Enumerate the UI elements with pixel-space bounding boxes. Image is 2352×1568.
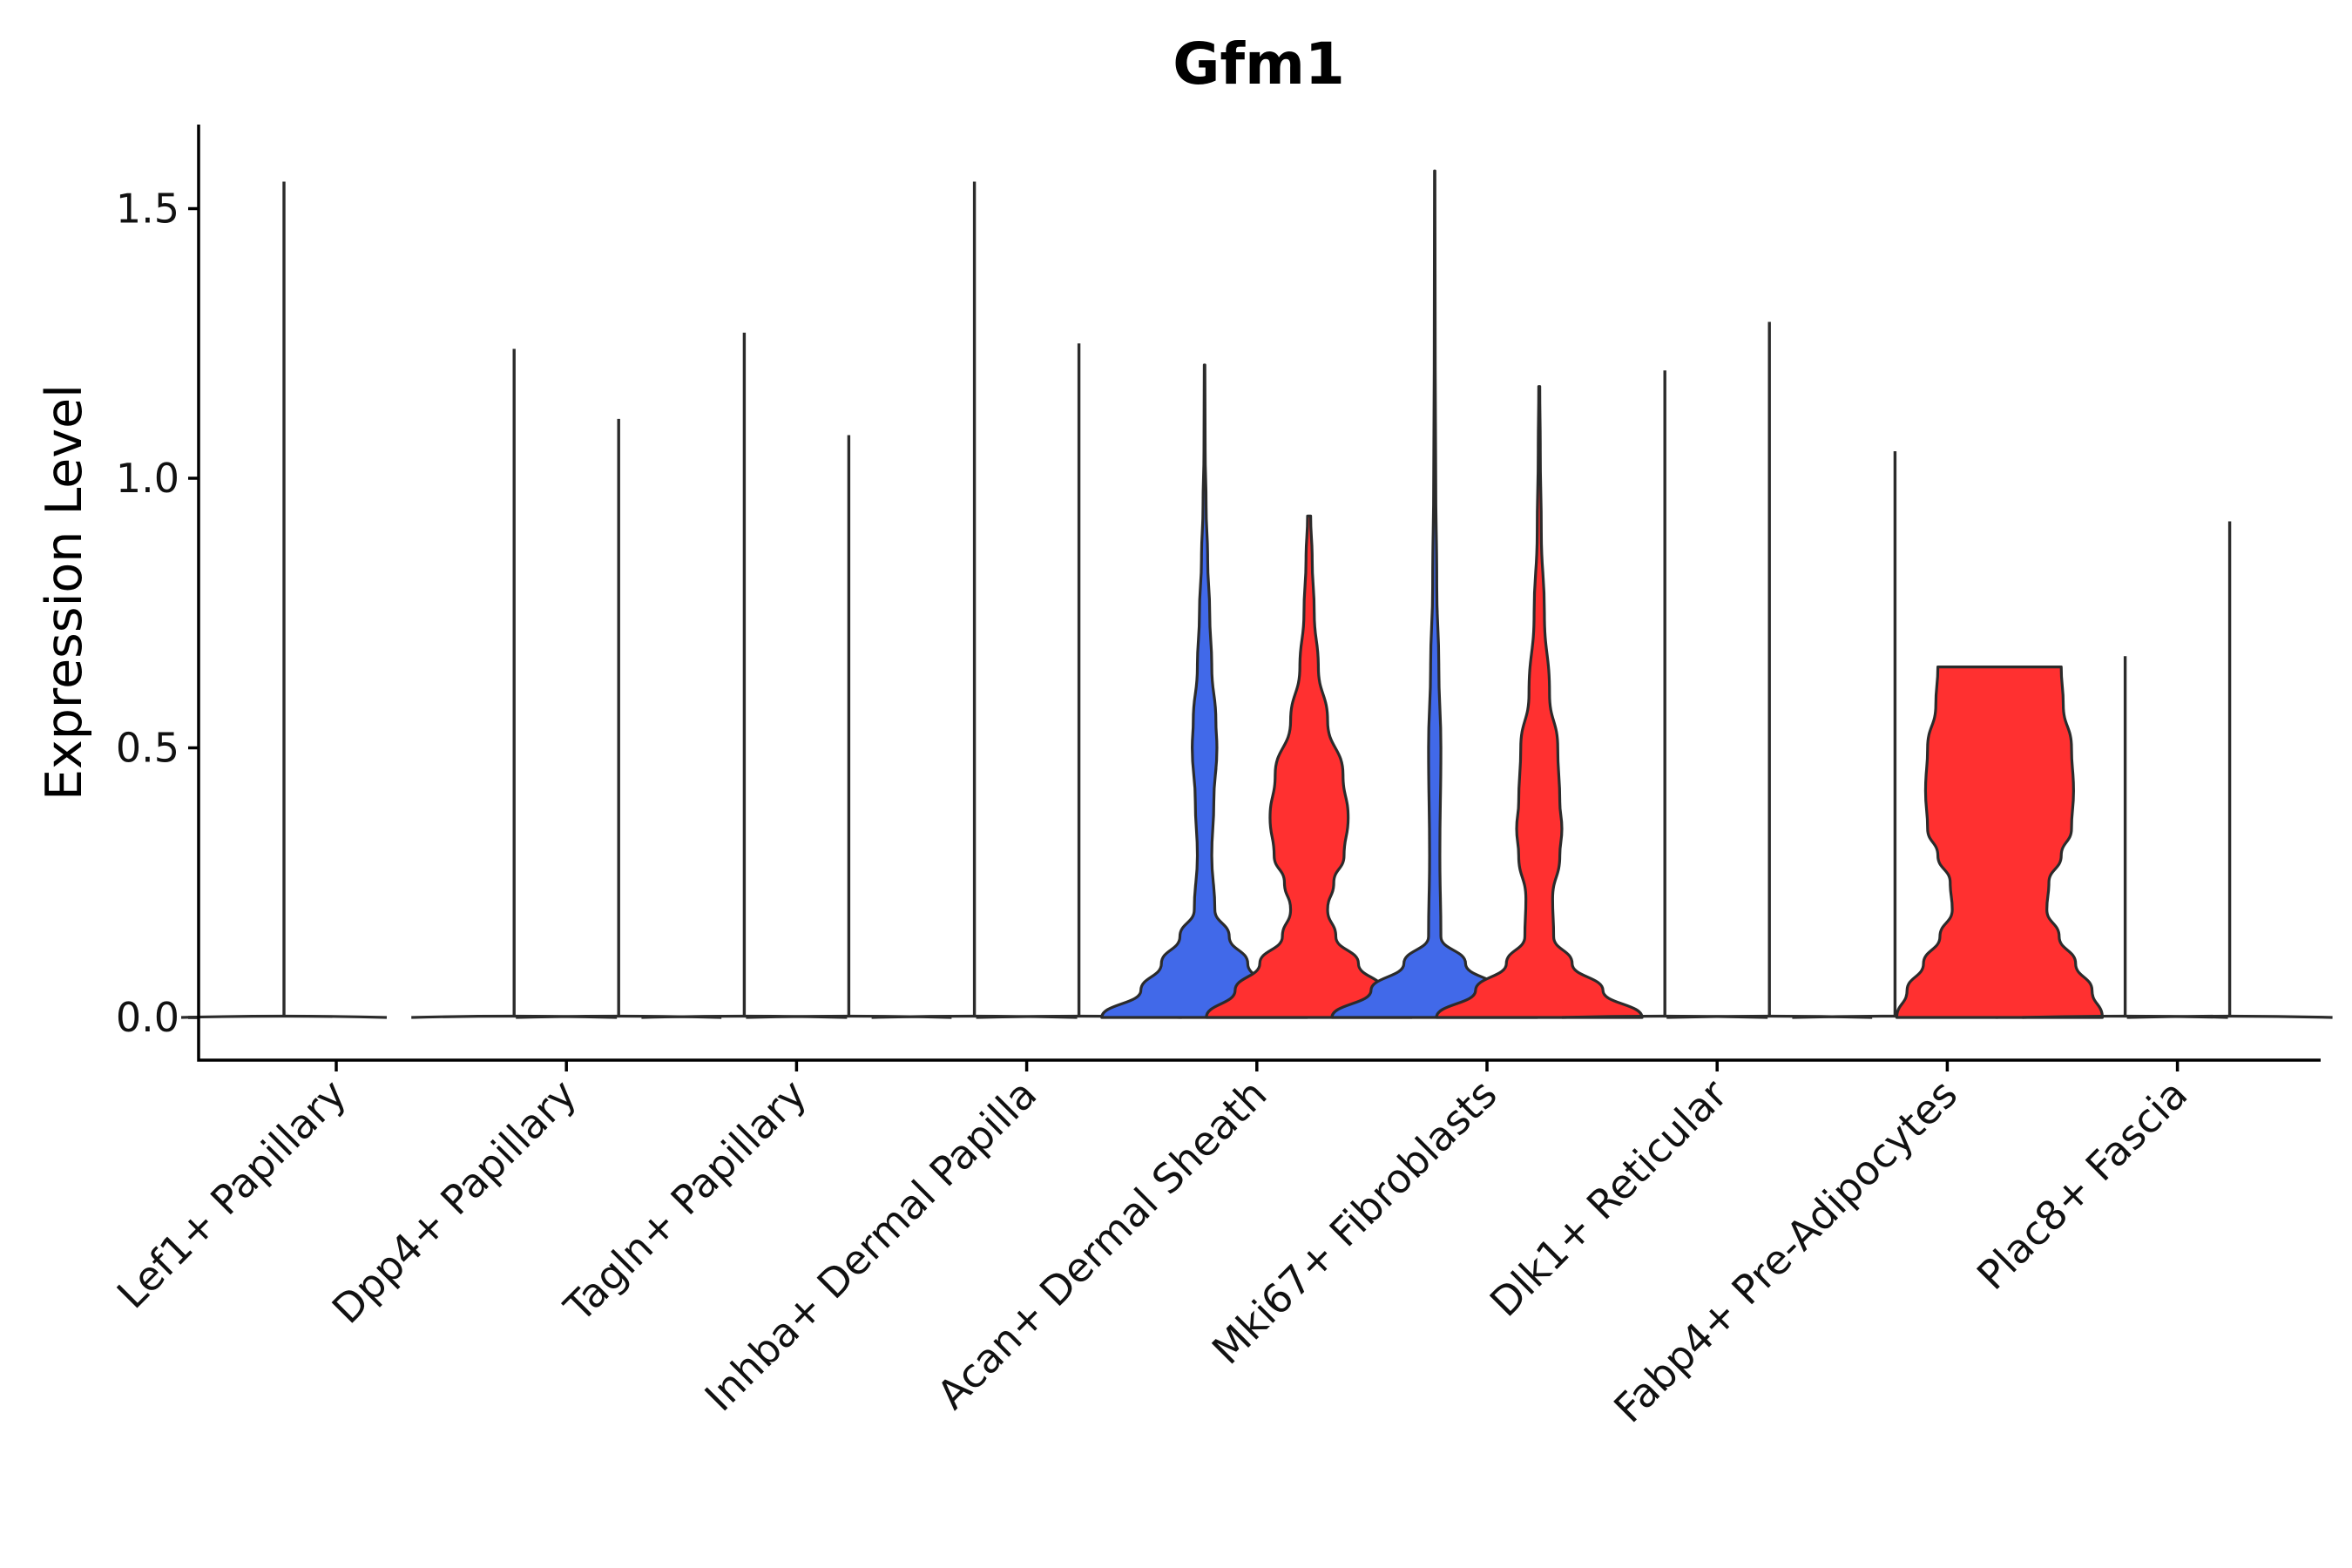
y-axis-label: Expression Level (36, 384, 93, 801)
x-tick-label: Lef1+ Papillary (108, 1071, 355, 1318)
x-tick-label: Tagln+ Papillary (555, 1071, 816, 1332)
violin-shape (1330, 169, 1539, 1019)
violin-shape (1895, 666, 2104, 1019)
x-tick-label: Dpp4+ Papillary (323, 1071, 585, 1333)
violin-shape (1100, 363, 1309, 1019)
violin-shape (1435, 385, 1644, 1019)
y-tick-label: 1.0 (116, 455, 179, 502)
violin-shape (1205, 514, 1414, 1019)
y-tick-label: 1.5 (116, 186, 179, 233)
y-tick-label: 0.0 (116, 994, 179, 1041)
x-tick-label: Dlk1+ Reticular (1481, 1071, 1736, 1326)
y-tick-label: 0.5 (116, 725, 179, 772)
x-tick-label: Plac8+ Fascia (1968, 1071, 2196, 1299)
chart-title: Gfm1 (1173, 30, 1345, 98)
axis-lines (197, 125, 2321, 1062)
